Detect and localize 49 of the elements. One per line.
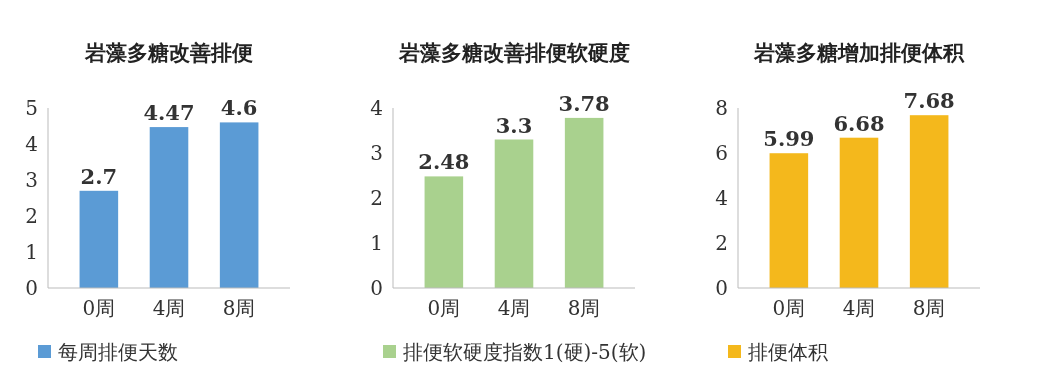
y-tick-label: 6 [715,141,728,165]
bar [424,176,464,288]
x-tick-label: 4周 [152,296,186,320]
y-tick-label: 0 [715,276,728,300]
x-tick-label: 8周 [567,296,601,320]
y-tick-label: 0 [25,276,38,300]
bar [149,127,189,288]
y-tick-label: 3 [370,141,383,165]
x-tick-label: 0周 [427,296,461,320]
y-tick-label: 4 [25,132,38,156]
y-tick-label: 5 [25,96,38,120]
data-label: 6.68 [833,110,885,136]
y-tick-label: 1 [25,240,38,264]
x-tick-label: 8周 [912,296,946,320]
x-tick-label: 4周 [842,296,876,320]
data-label: 7.68 [903,88,955,114]
y-tick-label: 2 [715,231,728,255]
y-tick-label: 0 [370,276,383,300]
data-label: 3.3 [495,112,533,138]
data-label: 2.48 [418,149,470,175]
bar [769,153,809,288]
y-tick-label: 3 [25,168,38,192]
chart-title: 岩藻多糖改善排便 [84,40,253,65]
y-tick-label: 4 [715,186,728,210]
data-label: 3.78 [558,90,610,116]
data-label: 4.6 [220,95,258,121]
data-label: 5.99 [763,126,815,152]
chart-title: 岩藻多糖改善排便软硬度 [397,40,630,65]
legend-label: 每周排便天数 [58,340,178,364]
bar [79,190,119,288]
bar [909,115,949,288]
data-label: 2.7 [80,163,118,189]
chart-title: 岩藻多糖增加排便体积 [753,40,965,65]
x-tick-label: 0周 [772,296,806,320]
y-tick-label: 2 [370,186,383,210]
y-tick-label: 1 [370,231,383,255]
x-tick-label: 4周 [497,296,531,320]
legend-label: 排便软硬度指数1(硬)-5(软) [403,340,647,364]
y-tick-label: 2 [25,204,38,228]
y-tick-label: 4 [370,96,383,120]
bar [839,137,879,288]
y-tick-label: 8 [715,96,728,120]
data-label: 4.47 [143,100,195,126]
bar [494,139,534,288]
bar [564,117,604,288]
legend-label: 排便体积 [748,340,828,364]
x-tick-label: 0周 [82,296,116,320]
x-tick-label: 8周 [222,296,256,320]
bar [219,122,259,288]
